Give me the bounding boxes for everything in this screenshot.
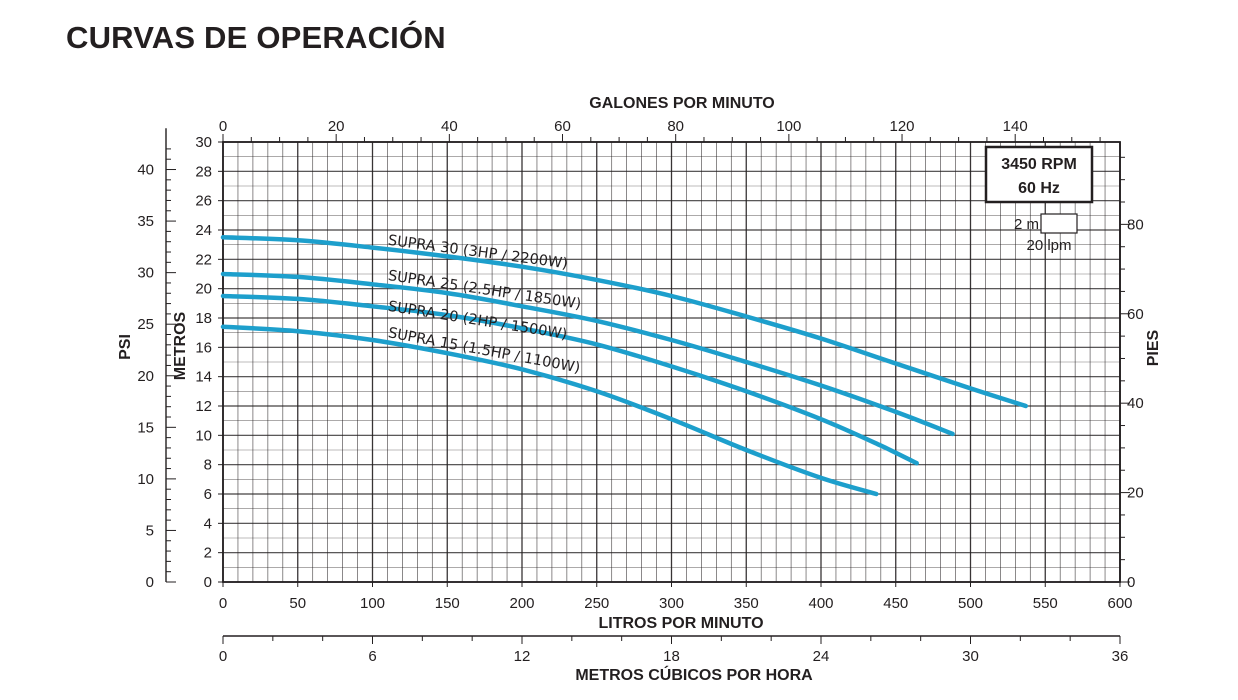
psi-axis-title: PSI	[117, 334, 134, 360]
psi-tick-label: 15	[137, 419, 154, 436]
lpm-tick-label: 250	[584, 595, 609, 612]
psi-tick-label: 30	[137, 265, 154, 282]
lpm-tick-label: 100	[360, 595, 385, 612]
lpm-tick-label: 350	[734, 595, 759, 612]
gpm-tick-label: 80	[667, 118, 684, 135]
metros-tick-label: 28	[195, 163, 212, 180]
pies-tick-label: 0	[1127, 574, 1135, 591]
gpm-tick-label: 0	[219, 118, 227, 135]
gpm-tick-label: 120	[890, 118, 915, 135]
metros-tick-label: 16	[195, 339, 212, 356]
grid-scale-note: 2 m 20 lpm	[1014, 213, 1078, 254]
metros-tick-label: 30	[195, 134, 212, 151]
lpm-tick-label: 50	[289, 595, 306, 612]
page-title: CURVAS DE OPERACIÓN	[66, 20, 446, 55]
metros-tick-label: 6	[204, 486, 212, 503]
m3h-tick-label: 12	[514, 648, 531, 665]
lpm-tick-label: 550	[1033, 595, 1058, 612]
scale-lpm: 20 lpm	[1026, 237, 1071, 254]
m3h-tick-label: 24	[813, 648, 830, 665]
rpm-label: 3450 RPM	[1001, 156, 1077, 173]
metros-tick-label: 2	[204, 545, 212, 562]
metros-tick-label: 8	[204, 457, 212, 474]
series-1-curve	[220, 235, 1029, 409]
rpm-legend-box: 3450 RPM 60 Hz	[984, 145, 1094, 204]
metros-tick-label: 0	[204, 574, 212, 591]
lpm-tick-label: 300	[659, 595, 684, 612]
scale-meters: 2 m	[1014, 216, 1039, 233]
lpm-tick-label: 450	[883, 595, 908, 612]
gpm-tick-label: 20	[328, 118, 345, 135]
metros-tick-label: 20	[195, 281, 212, 298]
bottom2-axis-title: METROS CÚBICOS POR HORA	[575, 665, 813, 684]
lpm-tick-label: 400	[808, 595, 833, 612]
series-4-curve	[220, 324, 879, 497]
hz-label: 60 Hz	[1018, 180, 1060, 197]
grid-layer	[222, 141, 1121, 583]
metros-tick-label: 4	[204, 515, 212, 532]
metros-tick-label: 14	[195, 369, 212, 386]
psi-tick-label: 40	[137, 162, 154, 179]
m3h-tick-label: 36	[1112, 648, 1129, 665]
lpm-tick-label: 200	[509, 595, 534, 612]
m3h-tick-label: 6	[368, 648, 376, 665]
gpm-tick-label: 100	[776, 118, 801, 135]
pies-axis-title: PIES	[1145, 329, 1162, 366]
metros-tick-label: 10	[195, 427, 212, 444]
series-2-curve	[220, 271, 955, 437]
lpm-tick-label: 500	[958, 595, 983, 612]
bottom-axis-title: LITROS POR MINUTO	[598, 615, 763, 632]
metros-tick-label: 26	[195, 193, 212, 210]
grid-scale-square	[1040, 213, 1078, 234]
lpm-tick-label: 150	[435, 595, 460, 612]
gpm-tick-label: 40	[441, 118, 458, 135]
m3h-tick-label: 0	[219, 648, 227, 665]
lpm-tick-label: 0	[219, 595, 227, 612]
pies-tick-label: 80	[1127, 216, 1144, 233]
psi-tick-label: 25	[137, 316, 154, 333]
gpm-tick-label: 140	[1003, 118, 1028, 135]
metros-tick-label: 12	[195, 398, 212, 415]
rpm-legend-frame	[984, 145, 1094, 204]
psi-tick-label: 5	[146, 522, 154, 539]
psi-tick-label: 0	[146, 574, 154, 591]
metros-tick-label: 18	[195, 310, 212, 327]
lpm-tick-label: 600	[1107, 595, 1132, 612]
pies-tick-label: 20	[1127, 485, 1144, 502]
metros-tick-label: 24	[195, 222, 212, 239]
metros-tick-label: 22	[195, 251, 212, 268]
psi-tick-label: 20	[137, 368, 154, 385]
top-axis-title: GALONES POR MINUTO	[589, 95, 775, 112]
m3h-tick-label: 30	[962, 648, 979, 665]
series-3-curve	[220, 293, 919, 466]
metros-axis-title: METROS	[172, 311, 189, 380]
m3h-tick-label: 18	[663, 648, 680, 665]
pies-tick-label: 60	[1127, 306, 1144, 323]
psi-tick-label: 35	[137, 213, 154, 230]
psi-tick-label: 10	[137, 471, 154, 488]
pies-tick-label: 40	[1127, 395, 1144, 412]
gpm-tick-label: 60	[554, 118, 571, 135]
